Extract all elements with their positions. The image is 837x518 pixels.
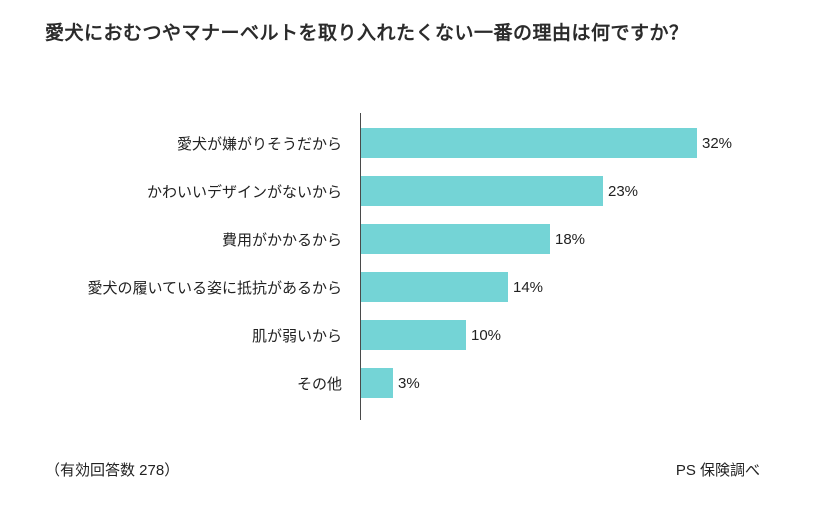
bar-track: 23% — [361, 176, 638, 206]
bar — [361, 368, 393, 398]
value-label: 10% — [471, 326, 502, 344]
chart-row: その他 3% — [0, 368, 837, 398]
category-label: 愛犬が嫌がりそうだから — [176, 135, 342, 153]
category-label: 愛犬の履いている姿に抵抗があるから — [87, 279, 342, 297]
value-label: 14% — [513, 278, 544, 296]
source-credit: PS 保険調べ — [675, 462, 760, 479]
bar — [361, 272, 508, 302]
bar-track: 3% — [361, 368, 420, 398]
bar — [361, 128, 697, 158]
chart-row: 愛犬の履いている姿に抵抗があるから 14% — [0, 272, 837, 302]
bar — [361, 176, 603, 206]
value-label: 3% — [398, 374, 420, 392]
bar — [361, 224, 550, 254]
sample-size-note: （有効回答数 278） — [45, 462, 180, 479]
value-label: 32% — [702, 134, 733, 152]
chart-row: 費用がかかるから 18% — [0, 224, 837, 254]
chart-row: 愛犬が嫌がりそうだから 32% — [0, 128, 837, 158]
chart-title: 愛犬におむつやマナーベルトを取り入れたくない一番の理由は何ですか？ — [45, 23, 689, 44]
bar — [361, 320, 466, 350]
value-label: 18% — [555, 230, 586, 248]
chart-row: 肌が弱いから 10% — [0, 320, 837, 350]
category-label: 肌が弱いから — [251, 327, 342, 345]
bar-track: 18% — [361, 224, 585, 254]
bar-track: 32% — [361, 128, 732, 158]
y-axis-line — [360, 113, 361, 420]
category-label: その他 — [296, 375, 342, 393]
category-label: 費用がかかるから — [221, 231, 342, 249]
category-label: かわいいデザインがないから — [146, 183, 342, 201]
chart-rows: 愛犬が嫌がりそうだから 32% かわいいデザインがないから 23% 費用がかかるから 18… — [0, 128, 837, 398]
chart-row: かわいいデザインがないから 23% — [0, 176, 837, 206]
bar-track: 14% — [361, 272, 543, 302]
value-label: 23% — [608, 182, 639, 200]
bar-track: 10% — [361, 320, 501, 350]
